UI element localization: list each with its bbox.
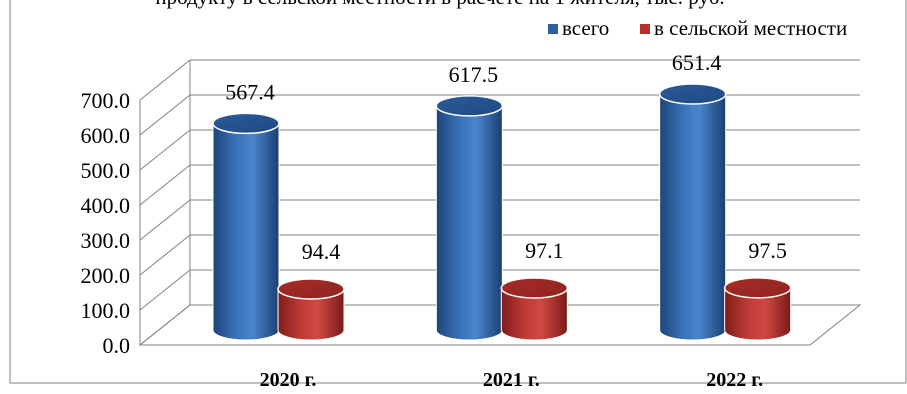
y-tick-label: 0.0 (103, 333, 131, 358)
x-category-label: 2022 г. (706, 369, 763, 391)
bar-body (659, 93, 727, 341)
gridline-side (139, 59, 191, 101)
gridline-side (139, 164, 191, 206)
x-category-label: 2020 г. (260, 369, 317, 391)
x-category-label: 2021 г. (483, 369, 540, 391)
bar-selskaya-2 (723, 277, 792, 341)
bar-top (658, 83, 727, 105)
bar-top (277, 278, 345, 300)
bar-vsego-1 (435, 95, 504, 341)
data-label-selskaya-2: 97.5 (748, 238, 787, 263)
gridline-side (139, 304, 191, 346)
bar-top (723, 277, 792, 299)
bar-body (724, 287, 792, 341)
chart-border (9, 0, 907, 384)
bar-vsego-2 (658, 83, 727, 341)
data-label-vsego-1: 617.5 (449, 62, 499, 87)
chart-title-fragment: продукту в сельской местности в расчете … (155, 0, 724, 9)
y-tick-label: 700.0 (81, 88, 131, 113)
legend-label: в сельской местности (654, 16, 847, 40)
data-label-vsego-2: 651.4 (672, 50, 722, 75)
bar-selskaya-1 (500, 277, 569, 341)
x-axis-categories: 2020 г. 2021 г. 2022 г. (260, 369, 763, 391)
bar-top (500, 277, 569, 299)
y-axis-ticks: 0.0 100.0 200.0 300.0 400.0 500.0 600.0 700.0 (81, 88, 131, 358)
bar-body (500, 287, 568, 341)
data-label-vsego-0: 567.4 (225, 79, 275, 104)
gridlines (139, 59, 860, 346)
bar-body (277, 288, 345, 341)
y-tick-label: 200.0 (81, 263, 131, 288)
bars (212, 83, 792, 341)
bar-top (212, 112, 280, 135)
gridline-side (139, 269, 191, 311)
legend-item-selskaya: в сельской местности (640, 16, 847, 40)
bar-body (435, 105, 503, 341)
data-label-selskaya-0: 94.4 (302, 239, 341, 264)
legend: всего в сельской местности (548, 16, 847, 40)
gridline-side (139, 94, 191, 136)
bar-selskaya-0 (277, 278, 345, 341)
legend-label: всего (562, 16, 609, 40)
legend-swatch (640, 24, 650, 34)
y-tick-label: 100.0 (81, 298, 131, 323)
y-tick-label: 600.0 (81, 123, 131, 148)
legend-swatch (548, 24, 558, 34)
data-label-selskaya-1: 97.1 (525, 238, 564, 263)
gridline-side (139, 199, 191, 241)
y-tick-label: 300.0 (81, 228, 131, 253)
bar-body (212, 122, 280, 341)
data-labels: 567.4 94.4 617.5 97.1 651.4 97.5 (225, 50, 787, 264)
y-tick-label: 500.0 (81, 158, 131, 183)
gridline-side (139, 129, 191, 171)
bar-top (435, 95, 504, 117)
legend-item-vsego: всего (548, 16, 609, 40)
bar-vsego-0 (212, 112, 280, 341)
gridline-side (139, 234, 191, 276)
y-tick-label: 400.0 (81, 193, 131, 218)
